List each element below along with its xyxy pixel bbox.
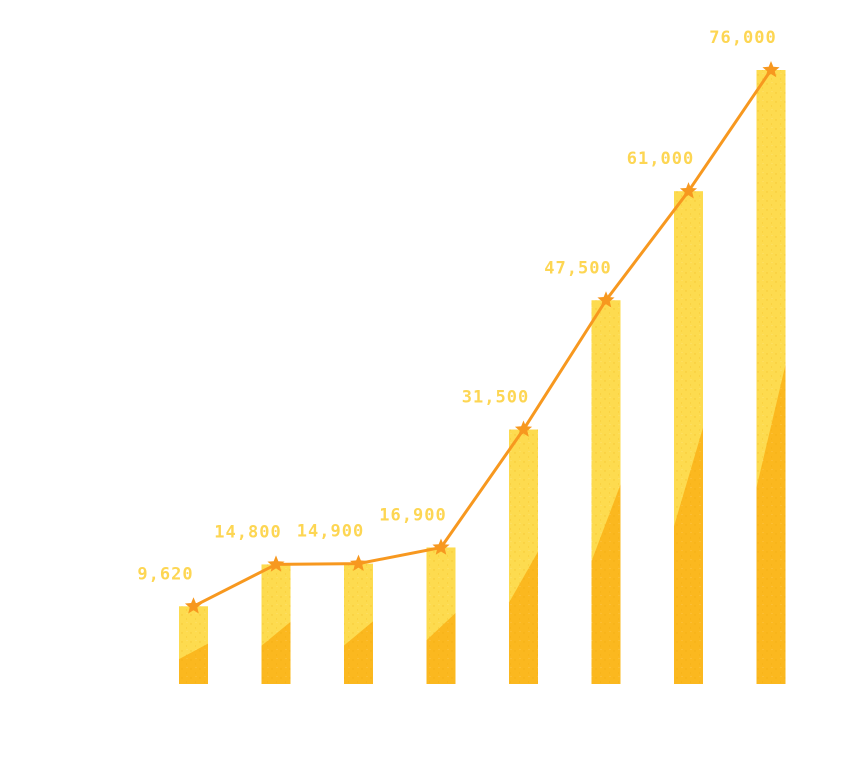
value-label: 14,800 <box>214 522 281 542</box>
value-label: 14,900 <box>297 522 364 542</box>
star-marker <box>432 538 450 555</box>
star-markers <box>184 61 780 614</box>
bar <box>509 429 538 684</box>
star-marker <box>514 420 533 437</box>
value-label: 76,000 <box>709 28 776 48</box>
bar <box>344 563 373 684</box>
bar <box>179 606 208 684</box>
star-marker <box>349 554 368 571</box>
bar-texture <box>344 563 373 684</box>
value-labels: 9,620 14,800 14,900 16,900 31,500 47,500 61,00… <box>137 28 776 584</box>
bar-texture <box>261 564 291 684</box>
star-marker <box>267 555 285 572</box>
value-label: 16,900 <box>379 505 446 525</box>
bar <box>426 547 456 684</box>
bar-texture <box>509 429 538 684</box>
bar <box>261 564 291 684</box>
star-marker <box>679 182 698 199</box>
bar-texture <box>179 606 208 684</box>
bar <box>756 70 786 684</box>
bar-texture <box>756 70 786 684</box>
star-marker <box>597 291 615 308</box>
bar-texture <box>426 547 456 684</box>
star-marker <box>184 597 203 614</box>
star-marker <box>762 61 780 78</box>
bar-texture <box>591 300 621 684</box>
trend-line-layer <box>192 69 773 608</box>
trend-line <box>192 69 773 608</box>
bars <box>179 70 786 684</box>
value-label: 61,000 <box>627 149 694 169</box>
value-label: 31,500 <box>462 388 529 408</box>
bar <box>591 300 621 684</box>
bar <box>674 191 703 684</box>
value-label: 9,620 <box>137 564 193 584</box>
bar-texture <box>674 191 703 684</box>
value-label: 47,500 <box>544 258 611 278</box>
